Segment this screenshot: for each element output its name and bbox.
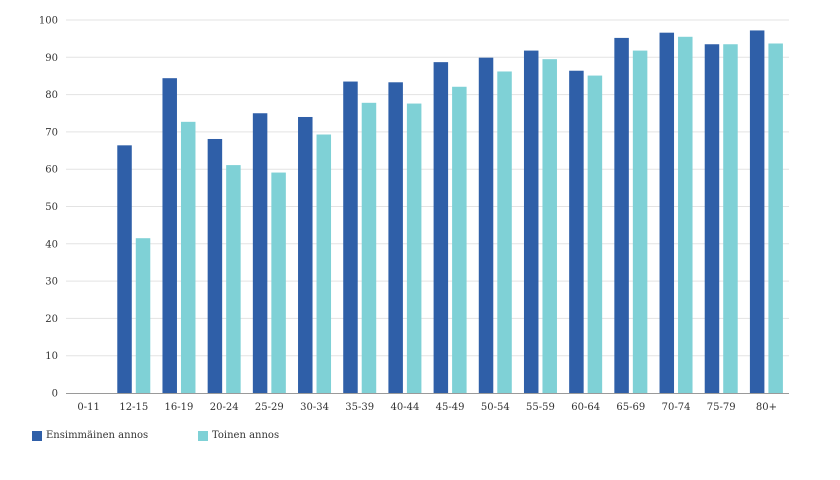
x-tick-label: 65-69	[616, 402, 645, 413]
bar	[497, 71, 512, 393]
bar	[478, 57, 494, 393]
y-tick-label: 50	[45, 202, 58, 213]
y-tick-label: 70	[45, 127, 58, 138]
legend: Ensimmäinen annos Toinen annos	[32, 430, 364, 441]
bar	[252, 113, 268, 393]
legend-item-second-dose[interactable]: Toinen annos	[198, 430, 364, 441]
legend-swatch	[198, 430, 208, 441]
x-tick-label: 55-59	[526, 402, 555, 413]
bar	[523, 50, 539, 393]
x-tick-label: 45-49	[436, 402, 465, 413]
bar	[388, 82, 403, 393]
x-tick-label: 60-64	[571, 402, 600, 413]
x-tick-label: 16-19	[165, 402, 194, 413]
x-axis: 0-11 12-15 16-19 20-24 25-29 30-34 35-39 40-44 4…	[66, 393, 789, 413]
y-tick-label: 40	[45, 239, 58, 250]
bar	[207, 138, 223, 393]
bar	[587, 75, 603, 394]
x-tick-label: 25-29	[255, 402, 284, 413]
legend-label: Toinen annos	[212, 430, 280, 441]
bar	[433, 62, 449, 394]
x-tick-label: 80+	[756, 402, 777, 413]
bar	[117, 145, 132, 393]
x-tick-label: 40-44	[390, 402, 419, 413]
x-tick-label: 12-15	[119, 402, 148, 413]
y-tick-label: 10	[45, 351, 58, 362]
bar	[180, 121, 196, 393]
bar	[768, 43, 783, 394]
bar	[452, 86, 467, 393]
y-tick-label: 0	[52, 389, 58, 400]
legend-item-first-dose[interactable]: Ensimmäinen annos	[32, 430, 198, 441]
y-tick-label: 90	[45, 53, 58, 64]
bar	[569, 70, 584, 393]
bar	[298, 116, 313, 393]
x-tick-label: 30-34	[300, 402, 329, 413]
bar	[678, 36, 693, 393]
y-tick-label: 80	[45, 90, 58, 101]
x-tick-label: 20-24	[210, 402, 239, 413]
bar	[704, 44, 720, 394]
legend-label: Ensimmäinen annos	[46, 430, 149, 441]
y-tick-label: 20	[45, 314, 58, 325]
bar	[162, 78, 177, 394]
y-tick-label: 60	[45, 165, 58, 176]
bar	[361, 102, 377, 393]
x-tick-label: 50-54	[481, 402, 510, 413]
x-tick-label: 70-74	[662, 402, 691, 413]
bars	[117, 30, 783, 394]
y-tick-label: 30	[45, 277, 58, 288]
legend-swatch	[32, 430, 42, 441]
y-axis: 0 10 20 30 40 50 60 70 80 90 100	[39, 16, 58, 400]
bar	[406, 103, 422, 393]
bar	[343, 81, 358, 394]
bar	[135, 238, 151, 393]
x-tick-label: 35-39	[345, 402, 374, 413]
bar	[316, 134, 332, 394]
y-tick-label: 100	[39, 16, 58, 27]
bar	[542, 59, 557, 393]
bar	[271, 172, 286, 393]
bar	[749, 30, 765, 393]
bar	[632, 50, 648, 393]
x-tick-label: 0-11	[77, 402, 99, 413]
bar	[614, 37, 629, 394]
x-tick-label: 75-79	[707, 402, 736, 413]
bar	[723, 44, 738, 394]
bar	[226, 165, 241, 393]
bar	[659, 32, 675, 393]
